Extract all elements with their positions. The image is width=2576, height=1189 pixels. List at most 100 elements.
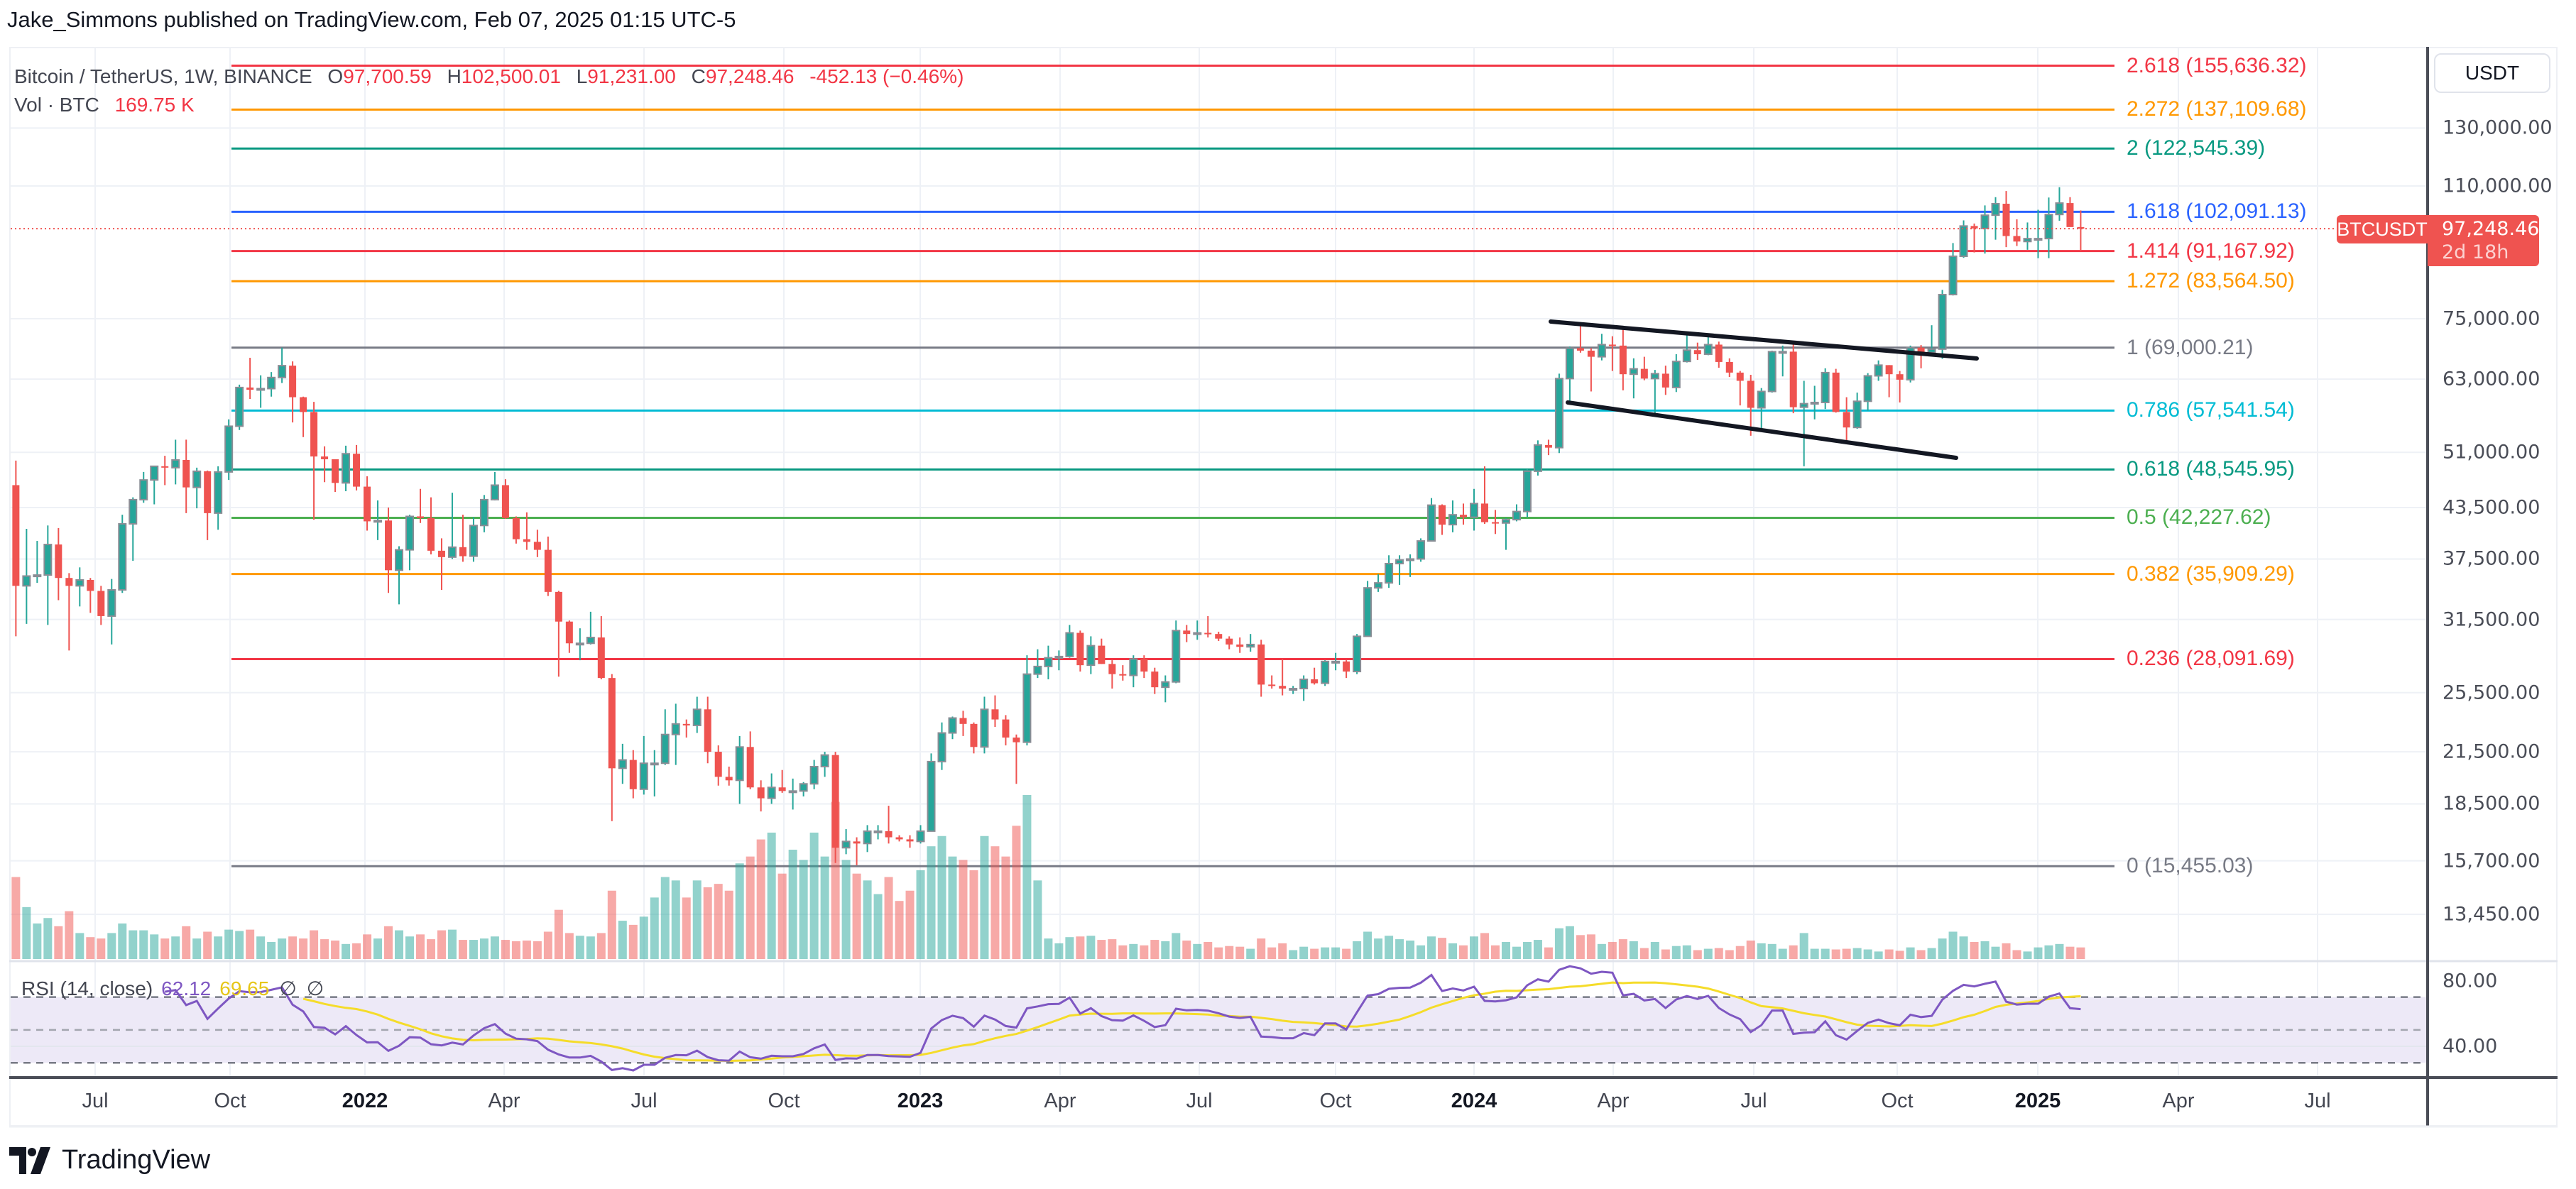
candle-body [1065,632,1074,657]
volume-bar [1746,941,1755,959]
volume-bar [1459,945,1468,959]
volume-bar [564,933,574,959]
volume-bar [1086,936,1096,959]
fib-level-label: 0.382 (35,909.29) [2127,561,2295,586]
candle-body [1343,661,1350,672]
candle-body [235,386,244,427]
candle-body [256,388,266,391]
volume-bar [735,863,744,959]
candle-body [321,456,329,459]
volume-bar [1438,938,1447,959]
volume-bar [447,929,457,959]
volume-legend[interactable]: Vol · BTC 169.75 K [14,94,195,116]
candle-body [2023,238,2032,243]
volume-bar [1172,933,1181,959]
volume-bar [1874,951,1883,959]
volume-bar [1948,931,1958,959]
volume-bar [1810,948,1819,959]
fib-level-label: 1.618 (102,091.13) [2127,199,2307,224]
candle-body [1363,587,1372,637]
volume-bar [150,934,159,959]
volume-bar [182,926,191,959]
volume-bar [969,870,978,959]
candle-body [501,485,509,518]
time-label-year: 2024 [1451,1090,1497,1112]
candle-body [746,747,754,788]
volume-bar [1906,947,1915,959]
symbol-legend[interactable]: Bitcoin / TetherUS, 1W, BINANCE O97,700.… [14,65,964,88]
volume-bar [596,933,606,959]
tradingview-logo-icon [9,1146,50,1174]
volume-bar [1321,947,1330,959]
rsi-label[interactable]: RSI (14, close) [21,977,153,999]
volume-bar [905,890,915,959]
candle-body [1172,630,1181,683]
rsi-legend[interactable]: RSI (14, close) 62.12 69.65 ∅ ∅ [21,977,324,1000]
time-label: Apr [1044,1090,1076,1112]
price-tick-label: 15,700.00 [2443,850,2540,872]
candle-body [97,591,105,616]
volume-bar [1140,945,1149,959]
tradingview-brand[interactable]: TradingView [9,1145,210,1176]
candle-body [1098,645,1106,664]
trendlines[interactable] [1549,319,1979,460]
volume-label[interactable]: Vol · BTC [14,94,99,116]
candle-body [1991,203,2000,217]
fib-level-label: 0.618 (48,545.95) [2127,457,2295,481]
candle-body [1970,226,1978,229]
volume-bar [1225,946,1234,959]
lower-trendline[interactable] [1566,400,1958,460]
candle-body [373,520,383,523]
candle-body [704,709,711,752]
symbol-name[interactable]: Bitcoin / TetherUS, 1W, BINANCE [14,65,312,87]
price-tick-label: 37,500.00 [2443,547,2540,570]
candle-body [490,484,499,500]
volume-bar [426,939,435,959]
volume-bar [129,930,138,959]
volume-bar [767,832,776,959]
volume-bar [479,938,489,959]
volume-bar [1182,941,1191,959]
volume-bar [980,835,989,959]
volume-bar [1618,939,1627,959]
upper-trendline[interactable] [1549,319,1979,361]
volume-bar [511,941,520,959]
volume-bar [1448,943,1458,959]
fib-level-label: 0.236 (28,091.69) [2127,647,2295,671]
candle-body [1661,373,1669,388]
volume-bar [97,938,106,959]
candle-body [1703,344,1713,355]
rsi-pane [11,965,2428,1072]
candle-body [820,754,829,767]
candle-body [788,790,797,794]
volume-bar [927,846,936,959]
volume-bar [852,873,861,959]
rsi-value: 62.12 [161,977,212,999]
candle-body [1501,519,1510,524]
close-label: C [691,65,706,87]
volume-bar [1789,945,1798,959]
candle-body [1439,505,1446,525]
currency-button[interactable]: USDT [2434,53,2550,93]
volume-bar [522,941,531,959]
volume-bar [1385,936,1394,959]
volume-bar [1757,943,1766,959]
candle-body [1640,368,1648,379]
fib-level-label: 1.414 (91,167.92) [2127,239,2295,263]
fib-level-label: 2 (122,545.39) [2127,136,2266,160]
candle-body [224,425,234,473]
volume-bar [1395,939,1404,959]
volume-bar [2034,947,2043,959]
candle-body [809,765,819,785]
volume-bar [1938,938,1947,959]
time-label: Jul [631,1090,657,1112]
candle-body [1863,375,1872,402]
candle-body [618,759,627,769]
candle-body [65,578,73,586]
candle-body [342,453,351,484]
volume-value: 169.75 K [114,94,195,116]
volume-bar [777,873,787,959]
volume-bar [724,890,733,959]
candle-body [405,515,414,551]
